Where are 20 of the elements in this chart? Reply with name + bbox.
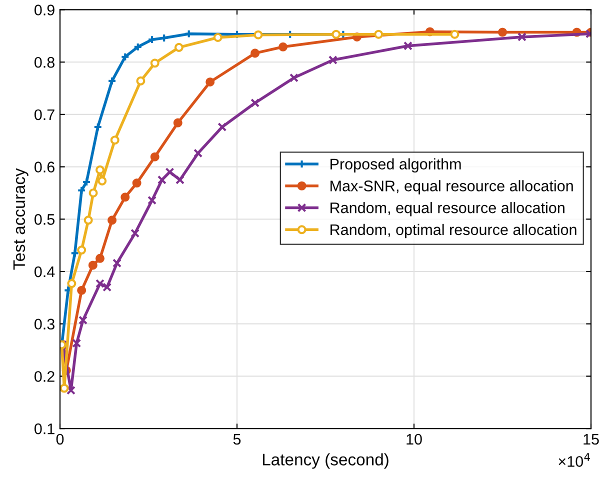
y-tick-label: 0.3 [34, 318, 54, 330]
x-tick-label: 5 [233, 434, 241, 445]
y-tick-label: 0.2 [34, 371, 54, 382]
x-tick-label: 15 [584, 434, 599, 445]
y-tick-label: 0.7 [34, 109, 54, 120]
y-tick-label: 0.1 [34, 423, 54, 434]
legend-label: Random, equal resource allocation [330, 202, 564, 216]
x-axis-title: Latency (second) [262, 453, 388, 469]
y-tick-label: 0.5 [34, 214, 54, 225]
x-tick-label: 10 [406, 434, 422, 445]
text: ×10$^{4}$ [558, 453, 590, 467]
legend-label: Max-SNR, equal resource allocation [330, 180, 573, 194]
y-tick-label: 0.6 [34, 162, 54, 172]
y-axis-title: Test accuracy [13, 168, 28, 270]
x-tick-label: 0 [56, 434, 64, 445]
y-tick-label: 0.4 [34, 266, 55, 278]
legend-label: Random, optimal resource allocation [330, 224, 576, 238]
y-tick-label: 0.8 [34, 56, 54, 68]
y-tick-label: 0.9 [34, 4, 54, 16]
legend-label: Proposed algorithm [330, 158, 461, 173]
